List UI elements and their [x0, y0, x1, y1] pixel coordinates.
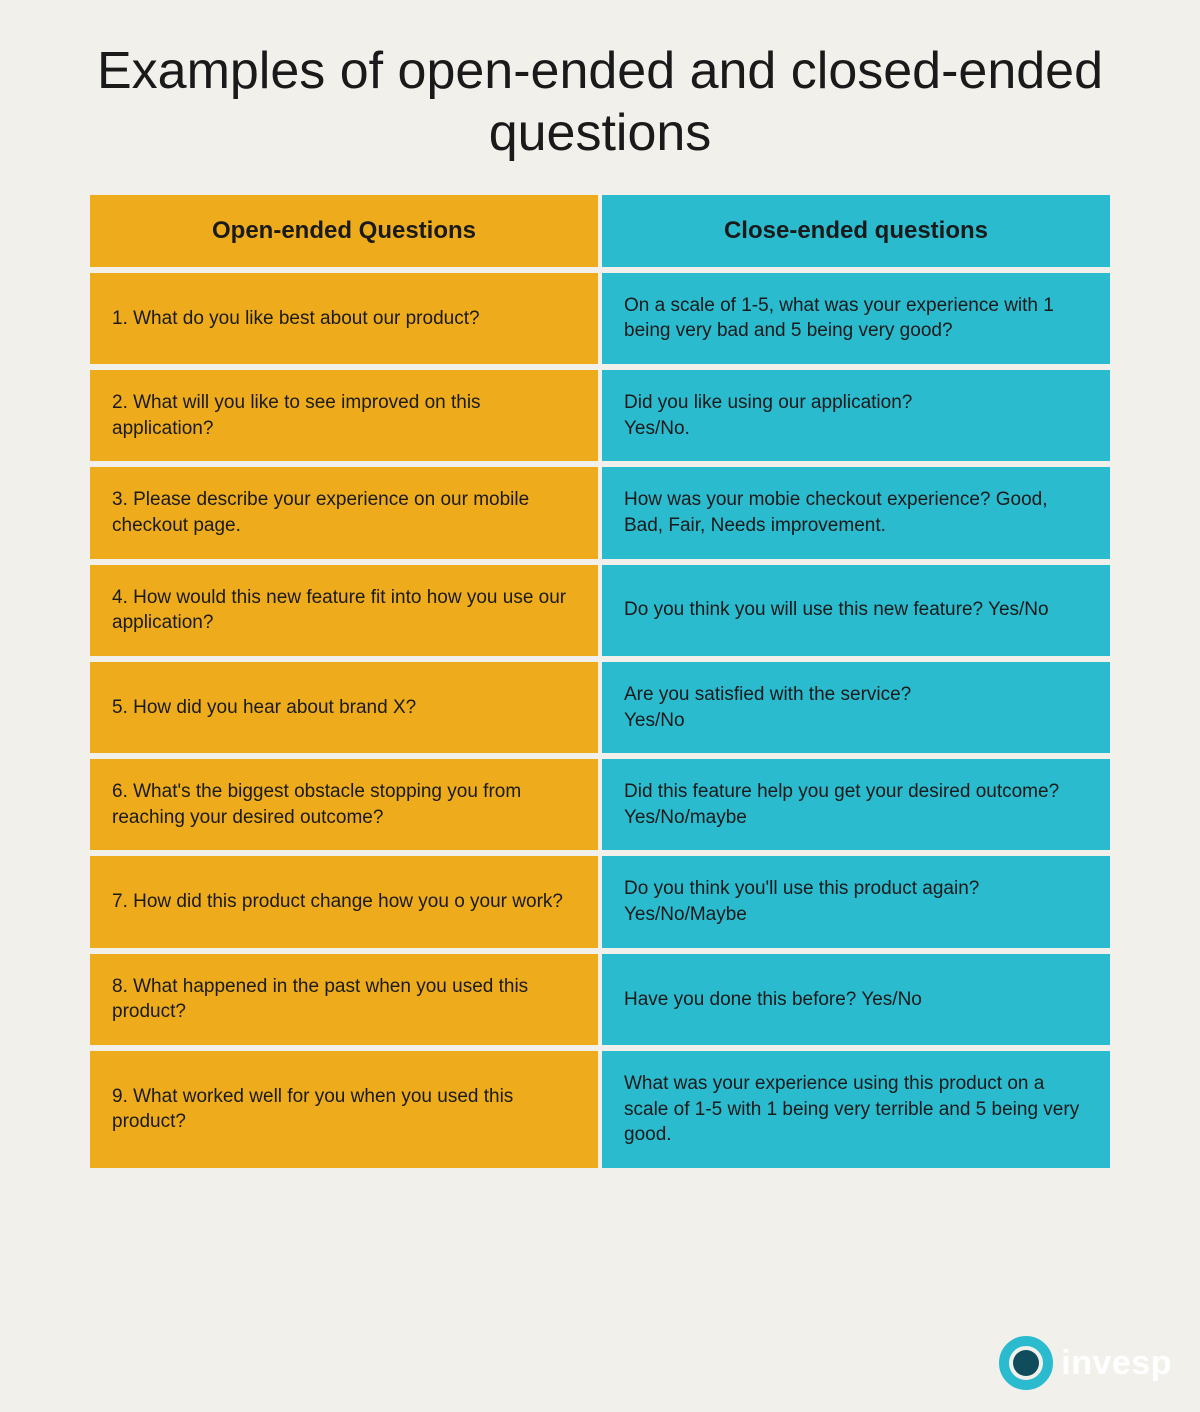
header-open-ended: Open-ended Questions	[90, 195, 598, 267]
table-cell-close: Have you done this before? Yes/No	[602, 954, 1110, 1045]
table-cell-open: 8. What happened in the past when you us…	[90, 954, 598, 1045]
table-cell-close: On a scale of 1-5, what was your experie…	[602, 273, 1110, 364]
logo-icon	[999, 1336, 1053, 1390]
table-cell-close: Are you satisfied with the service?Yes/N…	[602, 662, 1110, 753]
logo-text: invesp	[1061, 1344, 1172, 1383]
table-cell-open: 3. Please describe your experience on ou…	[90, 467, 598, 558]
brand-logo: invesp	[999, 1336, 1172, 1390]
table-cell-open: 7. How did this product change how you o…	[90, 856, 598, 947]
table-cell-open: 9. What worked well for you when you use…	[90, 1051, 598, 1168]
page-title: Examples of open-ended and closed-ended …	[0, 0, 1200, 195]
table-cell-close: What was your experience using this prod…	[602, 1051, 1110, 1168]
table-cell-close: How was your mobie checkout experience? …	[602, 467, 1110, 558]
table-cell-open: 4. How would this new feature fit into h…	[90, 565, 598, 656]
table-cell-open: 1. What do you like best about our produ…	[90, 273, 598, 364]
table-cell-close: Did you like using our application?Yes/N…	[602, 370, 1110, 461]
table-cell-open: 6. What's the biggest obstacle stopping …	[90, 759, 598, 850]
table-cell-close: Do you think you will use this new featu…	[602, 565, 1110, 656]
table-cell-close: Do you think you'll use this product aga…	[602, 856, 1110, 947]
table-cell-open: 2. What will you like to see improved on…	[90, 370, 598, 461]
questions-table: Open-ended Questions Close-ended questio…	[0, 195, 1200, 1168]
table-cell-open: 5. How did you hear about brand X?	[90, 662, 598, 753]
header-close-ended: Close-ended questions	[602, 195, 1110, 267]
table-cell-close: Did this feature help you get your desir…	[602, 759, 1110, 850]
